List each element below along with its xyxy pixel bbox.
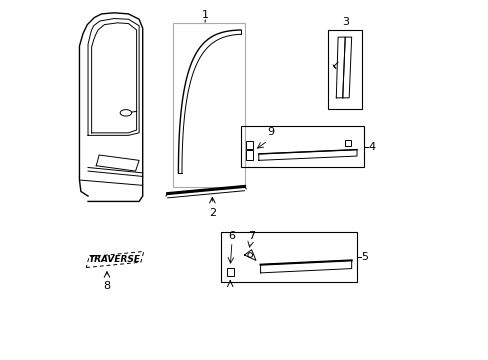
Bar <box>328 30 362 109</box>
Polygon shape <box>244 249 255 260</box>
Text: 2: 2 <box>208 208 216 218</box>
Bar <box>173 23 244 187</box>
Polygon shape <box>336 37 345 98</box>
Text: 5: 5 <box>361 252 367 262</box>
Text: 8: 8 <box>103 281 110 291</box>
Text: 7: 7 <box>247 231 255 241</box>
Text: TRAVERSE: TRAVERSE <box>89 255 141 264</box>
Bar <box>246 150 253 160</box>
Polygon shape <box>258 150 356 160</box>
Polygon shape <box>342 37 351 98</box>
Text: 1: 1 <box>201 10 208 20</box>
Text: 6: 6 <box>228 231 235 241</box>
Bar <box>344 140 350 146</box>
Bar <box>226 267 233 276</box>
Text: 9: 9 <box>267 127 274 137</box>
Bar <box>246 141 253 149</box>
Text: 4: 4 <box>367 142 375 152</box>
Bar <box>241 126 364 167</box>
Text: 3: 3 <box>341 17 348 27</box>
Polygon shape <box>260 260 351 273</box>
Bar <box>221 232 356 282</box>
